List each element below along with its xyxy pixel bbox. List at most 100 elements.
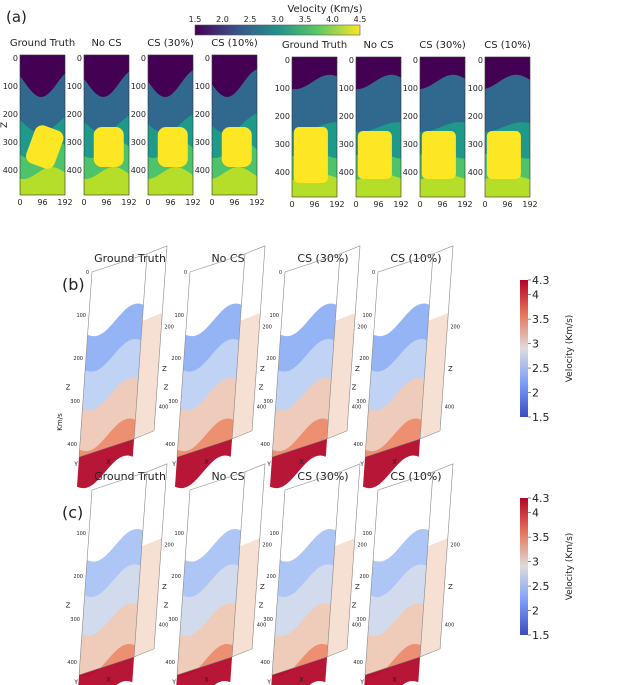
x-tick: 0	[289, 200, 294, 209]
x-tick: 96	[229, 198, 239, 207]
high-velocity-anomaly	[357, 131, 392, 179]
z-tick: 400	[159, 623, 169, 629]
x-axis-label: X	[204, 676, 209, 684]
y-tick: 200	[3, 110, 18, 119]
colorbar-tick: 4.3	[532, 274, 550, 287]
colorbar-tick: 3.0	[271, 15, 284, 24]
x-tick: 96	[437, 200, 447, 209]
z-axis-label: Z	[259, 602, 264, 610]
y-axis-label: Y	[171, 679, 176, 685]
y-tick: 200	[339, 112, 354, 121]
z-tick: 400	[353, 660, 363, 666]
map-title: No CS	[363, 40, 393, 51]
y-axis-label: Y	[73, 679, 78, 685]
panel-a-z-label: Z	[0, 122, 10, 128]
volume-title: CS (10%)	[390, 470, 441, 483]
y-tick: 400	[67, 166, 82, 175]
x-tick: 192	[57, 198, 72, 207]
x-axis-label: X	[204, 458, 209, 466]
z-tick: 200	[450, 324, 460, 330]
y-axis-label: Y	[359, 461, 364, 468]
km-label: Km/s	[56, 413, 64, 431]
z-tick: 300	[168, 617, 178, 623]
panel-a-colorbar-title: Velocity (Km/s)	[287, 4, 362, 15]
x-axis-label: X	[106, 458, 111, 466]
high-velocity-anomaly	[293, 127, 328, 183]
x-tick: 192	[185, 198, 200, 207]
high-velocity-anomaly	[26, 125, 64, 169]
y-tick: 200	[67, 110, 82, 119]
y-tick: 0	[205, 54, 210, 63]
y-tick: 0	[13, 54, 18, 63]
z-tick: 400	[257, 623, 267, 629]
panel-a-label: (a)	[6, 8, 27, 26]
z-tick: 0	[184, 270, 187, 276]
z-tick: 400	[165, 442, 175, 448]
z-tick: 200	[262, 542, 272, 548]
z-axis-label: Z	[66, 384, 71, 392]
x-tick: 96	[101, 198, 111, 207]
y-tick: 0	[141, 54, 146, 63]
z-axis-label: Z	[352, 602, 357, 610]
colorbar-tick: 2	[532, 605, 539, 618]
bounding-box	[364, 245, 454, 458]
z-tick: 100	[269, 531, 279, 537]
colorbar-tick: 3.5	[532, 313, 550, 326]
colorbar-tick: 4.0	[326, 15, 339, 24]
y-tick: 0	[478, 56, 483, 65]
z-tick: 300	[263, 617, 273, 623]
z-tick: 300	[168, 399, 178, 405]
colorbar-tick: 3	[532, 556, 539, 569]
colorbar-tick: 1.5	[189, 15, 202, 24]
x-axis-label: X	[392, 676, 397, 684]
z-axis-label: Z	[259, 384, 264, 392]
y-tick: 400	[468, 168, 483, 177]
z-tick: 100	[362, 313, 372, 319]
panel-b-label: (b)	[62, 275, 85, 294]
velocity-map: Ground Truth 0 100 200 300 400 0 96 192	[275, 40, 347, 209]
z-tick: 200	[73, 356, 83, 362]
z-axis-label: Z	[162, 583, 167, 591]
z-axis-label: Z	[66, 602, 71, 610]
y-tick: 0	[349, 56, 354, 65]
map-title: CS (10%)	[211, 38, 258, 49]
y-tick: 300	[339, 140, 354, 149]
y-tick: 100	[195, 82, 210, 91]
z-axis-label: Z	[355, 365, 360, 373]
map-title: CS (30%)	[419, 40, 466, 51]
y-tick: 300	[468, 140, 483, 149]
y-tick: 200	[275, 112, 290, 121]
z-tick: 400	[445, 623, 455, 629]
z-tick: 100	[174, 313, 184, 319]
colorbar-tick: 1.5	[532, 629, 550, 642]
x-tick: 192	[393, 200, 408, 209]
z-tick: 300	[356, 399, 366, 405]
z-tick: 200	[164, 324, 174, 330]
x-axis-label: X	[392, 458, 397, 466]
z-tick: 200	[266, 356, 276, 362]
y-tick: 400	[339, 168, 354, 177]
z-axis-label: Z	[164, 384, 169, 392]
y-tick: 400	[131, 166, 146, 175]
z-tick: 300	[263, 399, 273, 405]
colorbar-tick: 2.5	[532, 362, 550, 375]
z-tick: 400	[353, 442, 363, 448]
z-tick: 200	[266, 574, 276, 580]
y-tick: 100	[67, 82, 82, 91]
volume-render: Ground Truth 0 100 200 300 400 200 400 Z Z X Y Km/s	[56, 245, 174, 489]
x-tick: 0	[81, 198, 86, 207]
colorbar-tick: 2	[532, 387, 539, 400]
map-title: Ground Truth	[10, 38, 75, 49]
y-tick: 200	[468, 112, 483, 121]
z-tick: 400	[260, 442, 270, 448]
colorbar-tick: 1.5	[532, 411, 550, 424]
y-tick: 300	[3, 138, 18, 147]
x-tick: 96	[165, 198, 175, 207]
y-tick: 100	[339, 84, 354, 93]
